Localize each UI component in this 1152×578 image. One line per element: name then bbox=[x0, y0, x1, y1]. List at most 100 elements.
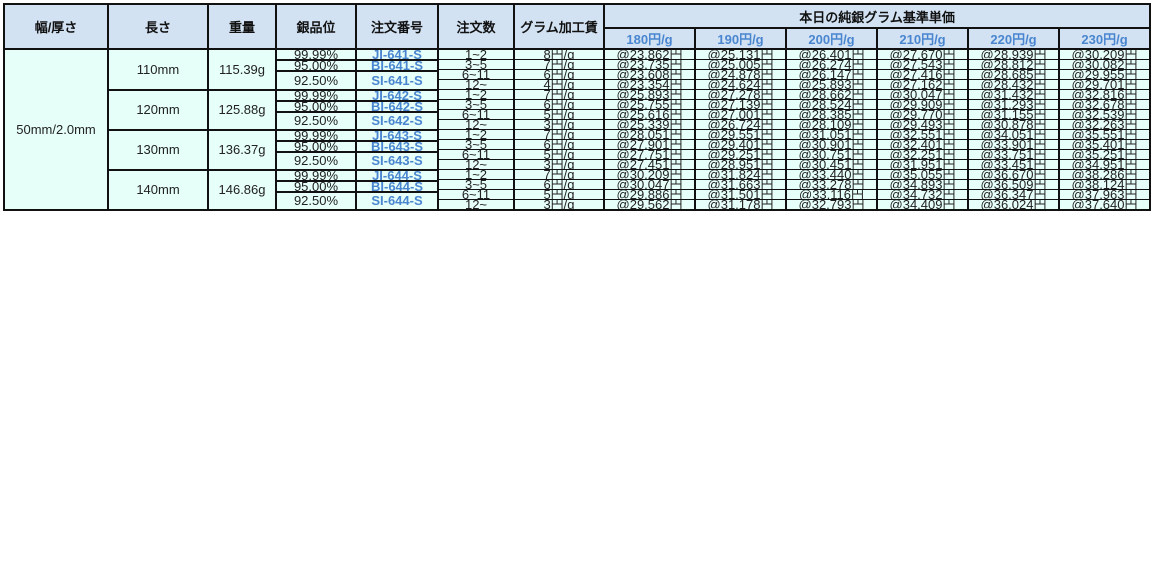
header-width-thickness: 幅/厚さ bbox=[3, 3, 109, 50]
price-cell: @28,109円 bbox=[785, 119, 878, 130]
purity-cell: 99.99% bbox=[275, 48, 357, 61]
order-number-link[interactable]: SI-641-S bbox=[355, 70, 439, 91]
fee-cell: 5円/g bbox=[513, 109, 605, 120]
price-cell: @31,293円 bbox=[967, 99, 1060, 110]
order-number-link[interactable]: SI-644-S bbox=[355, 190, 439, 211]
price-cell: @34,409円 bbox=[876, 199, 969, 211]
fee-cell: 8円/g bbox=[513, 48, 605, 60]
purity-cell: 95.00% bbox=[275, 139, 357, 153]
order-number-link[interactable]: BI-644-S bbox=[355, 179, 439, 193]
fee-cell: 7円/g bbox=[513, 129, 605, 140]
price-cell: @29,909円 bbox=[876, 99, 969, 110]
price-cell: @29,886円 bbox=[603, 189, 696, 200]
purity-cell: 99.99% bbox=[275, 168, 357, 182]
table-row: 95.00% BI-644-S bbox=[4, 179, 1150, 193]
price-cell: @28,524円 bbox=[785, 99, 878, 110]
price-cell: @27,751円 bbox=[603, 149, 696, 160]
price-cell: @30,878円 bbox=[967, 119, 1060, 130]
price-cell: @25,893円 bbox=[785, 79, 878, 90]
order-number-link[interactable]: JI-641-S bbox=[355, 48, 439, 61]
price-cell: @31,824円 bbox=[694, 169, 787, 180]
price-cell: @30,209円 bbox=[603, 169, 696, 180]
qty-cell: 1~2 bbox=[437, 48, 515, 60]
price-cell: @30,751円 bbox=[785, 149, 878, 160]
fee-cell: 3円/g bbox=[513, 159, 605, 170]
table-row: 92.50% SI-642-S bbox=[4, 110, 1150, 131]
price-cell: @27,901円 bbox=[603, 139, 696, 150]
order-number-link[interactable]: JI-642-S bbox=[355, 88, 439, 102]
price-cell: @31,432円 bbox=[967, 89, 1060, 100]
price-cell: @30,209円 bbox=[1057, 48, 1152, 60]
qty-cell: 1~2 bbox=[437, 89, 515, 100]
price-cell: @25,005円 bbox=[694, 59, 787, 70]
price-cell: @29,701円 bbox=[1057, 79, 1152, 90]
price-cell: @30,082円 bbox=[1057, 59, 1152, 70]
price-cell: @35,401円 bbox=[1057, 139, 1152, 150]
price-cell: @28,662円 bbox=[785, 89, 878, 100]
header-length: 長さ bbox=[107, 3, 209, 50]
price-cell: @29,251円 bbox=[694, 149, 787, 160]
fee-cell: 6円/g bbox=[513, 99, 605, 110]
length-cell: 140mm bbox=[107, 168, 209, 211]
price-cell: @23,354円 bbox=[603, 79, 696, 90]
price-cell: @24,624円 bbox=[694, 79, 787, 90]
header-weight: 重量 bbox=[207, 3, 277, 50]
price-cell: @25,131円 bbox=[694, 48, 787, 60]
qty-cell: 3~5 bbox=[437, 179, 515, 190]
header-order-no: 注文番号 bbox=[355, 3, 439, 50]
order-number-link[interactable]: SI-642-S bbox=[355, 110, 439, 131]
price-cell: @32,816円 bbox=[1057, 89, 1152, 100]
price-cell: @27,543円 bbox=[876, 59, 969, 70]
header-price-column: 200円/g bbox=[785, 27, 878, 50]
table-row: 3~5 6円/g @25,755円 @27,139円 @28,524円 @29,909円 @… bbox=[4, 99, 1152, 110]
purity-cell: 99.99% bbox=[275, 128, 357, 142]
order-number-link[interactable]: SI-643-S bbox=[355, 150, 439, 171]
price-cell: @26,147円 bbox=[785, 69, 878, 80]
header-price-column: 230円/g bbox=[1057, 27, 1152, 50]
table-row: 92.50% SI-644-S bbox=[4, 190, 1150, 211]
price-cell: @31,663円 bbox=[694, 179, 787, 190]
price-cell: @33,440円 bbox=[785, 169, 878, 180]
table-row: 92.50% SI-643-S bbox=[4, 150, 1150, 171]
price-cell: @24,878円 bbox=[694, 69, 787, 80]
purity-cell: 92.50% bbox=[275, 70, 357, 91]
order-number-link[interactable]: BI-643-S bbox=[355, 139, 439, 153]
price-cell: @31,501円 bbox=[694, 189, 787, 200]
table-row: 92.50% SI-641-S bbox=[4, 70, 1150, 91]
price-cell: @29,551円 bbox=[694, 129, 787, 140]
order-number-link[interactable]: JI-644-S bbox=[355, 168, 439, 182]
price-cell: @27,278円 bbox=[694, 89, 787, 100]
fee-cell: 6円/g bbox=[513, 179, 605, 190]
price-cell: @29,401円 bbox=[694, 139, 787, 150]
order-number-link[interactable]: BI-642-S bbox=[355, 99, 439, 113]
price-cell: @32,263円 bbox=[1057, 119, 1152, 130]
weight-cell: 125.88g bbox=[207, 88, 277, 131]
price-cell: @25,893円 bbox=[603, 89, 696, 100]
price-cell: @36,024円 bbox=[967, 199, 1060, 211]
price-cell: @35,251円 bbox=[1057, 149, 1152, 160]
price-cell: @27,416円 bbox=[876, 69, 969, 80]
table-row: 6~11 5円/g @27,751円 @29,251円 @30,751円 @32,251円… bbox=[4, 149, 1152, 160]
price-cell: @27,139円 bbox=[694, 99, 787, 110]
price-cell: @34,051円 bbox=[967, 129, 1060, 140]
order-number-link[interactable]: JI-643-S bbox=[355, 128, 439, 142]
price-cell: @27,162円 bbox=[876, 79, 969, 90]
price-cell: @32,551円 bbox=[876, 129, 969, 140]
purity-cell: 99.99% bbox=[275, 88, 357, 102]
price-cell: @29,770円 bbox=[876, 109, 969, 120]
price-cell: @33,278円 bbox=[785, 179, 878, 190]
price-cell: @31,155円 bbox=[967, 109, 1060, 120]
price-cell: @29,493円 bbox=[876, 119, 969, 130]
header-price-column: 210円/g bbox=[876, 27, 969, 50]
price-cell: @33,751円 bbox=[967, 149, 1060, 160]
price-cell: @36,347円 bbox=[967, 189, 1060, 200]
order-number-link[interactable]: BI-641-S bbox=[355, 59, 439, 72]
qty-cell: 6~11 bbox=[437, 189, 515, 200]
price-cell: @26,724円 bbox=[694, 119, 787, 130]
table-row: 6~11 6円/g @23,608円 @24,878円 @26,147円 @27,416円… bbox=[4, 69, 1152, 80]
length-cell: 110mm bbox=[107, 48, 209, 91]
price-cell: @28,385円 bbox=[785, 109, 878, 120]
price-cell: @28,939円 bbox=[967, 48, 1060, 60]
price-cell: @38,124円 bbox=[1057, 179, 1152, 190]
price-cell: @36,670円 bbox=[967, 169, 1060, 180]
